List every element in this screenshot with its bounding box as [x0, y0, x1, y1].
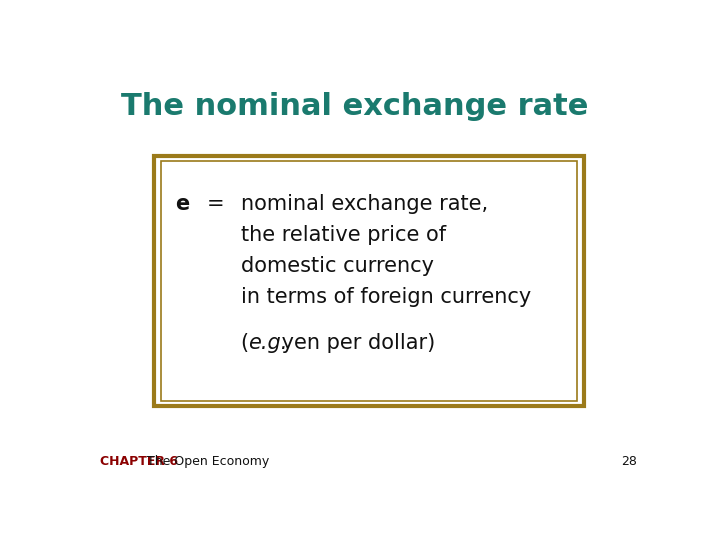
FancyBboxPatch shape	[161, 161, 577, 401]
Text: 28: 28	[621, 455, 637, 468]
Text: nominal exchange rate,: nominal exchange rate,	[240, 194, 487, 214]
Text: The Open Economy: The Open Economy	[148, 455, 270, 468]
Text: the relative price of: the relative price of	[240, 225, 446, 245]
Text: e: e	[176, 194, 189, 214]
Text: (: (	[240, 333, 249, 353]
Text: =: =	[207, 194, 225, 214]
FancyBboxPatch shape	[154, 156, 584, 406]
Text: The nominal exchange rate: The nominal exchange rate	[121, 92, 588, 121]
Text: yen per dollar): yen per dollar)	[275, 333, 435, 353]
Text: domestic currency: domestic currency	[240, 256, 433, 276]
Text: in terms of foreign currency: in terms of foreign currency	[240, 287, 531, 307]
Text: e.g.: e.g.	[248, 333, 287, 353]
Text: CHAPTER 6: CHAPTER 6	[100, 455, 178, 468]
